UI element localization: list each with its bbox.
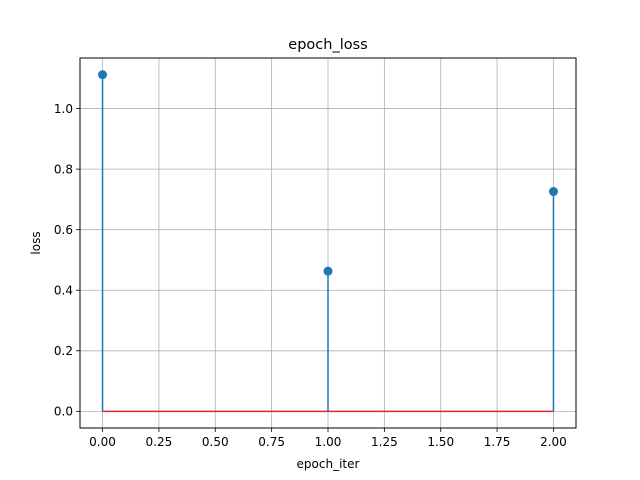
x-tick-label: 1.75 [484,435,511,449]
y-axis-label: loss [29,231,43,254]
x-tick-label: 1.25 [371,435,398,449]
y-tick-label: 0.2 [54,344,73,358]
y-tick-label: 1.0 [54,102,73,116]
x-axis: 0.00 0.25 0.50 0.75 1.00 1.25 1.50 1.75 2.00 [89,428,567,449]
x-tick-label: 2.00 [540,435,567,449]
y-tick-label: 0.8 [54,162,73,176]
x-tick-label: 1.00 [315,435,342,449]
x-axis-label: epoch_iter [297,457,360,471]
stem-marker [548,187,558,197]
y-tick-label: 0.4 [54,284,73,298]
x-tick-label: 0.00 [89,435,116,449]
y-tick-label: 0.0 [54,405,73,419]
x-tick-label: 0.75 [258,435,285,449]
x-tick-label: 0.50 [202,435,229,449]
stem-marker [98,70,108,80]
x-tick-label: 1.50 [427,435,454,449]
stem-series [98,70,558,412]
y-tick-label: 0.6 [54,223,73,237]
stem-marker [323,266,333,276]
chart-title: epoch_loss [288,37,367,53]
x-tick-label: 0.25 [146,435,173,449]
y-axis: 0.0 0.2 0.4 0.6 0.8 1.0 [54,102,80,419]
